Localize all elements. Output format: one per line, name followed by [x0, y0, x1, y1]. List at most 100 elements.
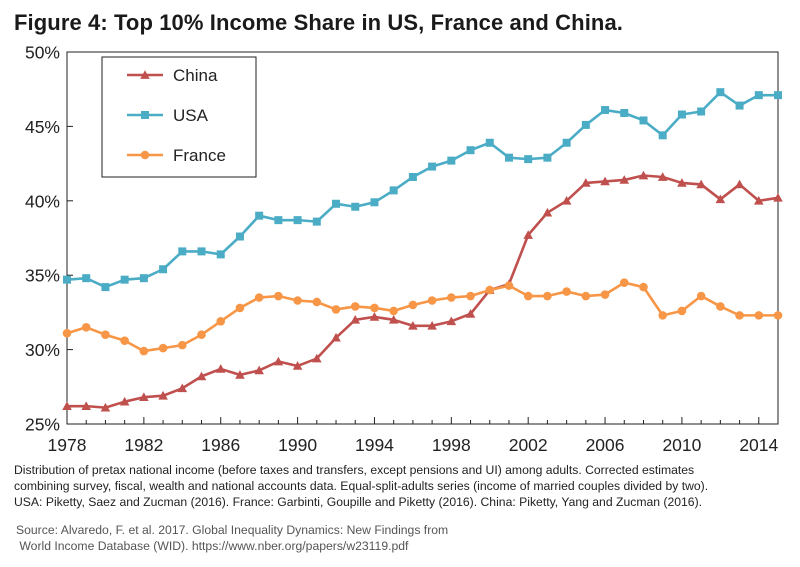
- data-point-china: [388, 315, 399, 324]
- y-tick-label: 50%: [25, 43, 60, 63]
- x-tick-label: 1978: [48, 435, 87, 455]
- caption-line: combining survey, fiscal, wealth and nat…: [14, 479, 709, 493]
- data-point-france: [696, 291, 706, 301]
- data-point-china: [715, 194, 726, 204]
- data-point-china: [753, 196, 764, 205]
- y-tick-label: 35%: [25, 266, 60, 286]
- x-tick-label: 1990: [278, 435, 317, 455]
- data-point-france: [81, 322, 91, 332]
- data-point-usa: [428, 162, 437, 171]
- data-point-france: [427, 296, 437, 305]
- figure-title: Figure 4: Top 10% Income Share in US, Fr…: [14, 10, 623, 35]
- data-point-usa: [274, 216, 283, 225]
- data-point-usa: [658, 131, 667, 140]
- data-point-china: [369, 312, 380, 321]
- data-point-france: [197, 330, 206, 340]
- data-point-usa: [677, 110, 686, 119]
- data-point-usa: [255, 211, 264, 220]
- data-point-usa: [351, 202, 360, 211]
- source-line: World Income Database (WID). https://www…: [16, 539, 409, 553]
- data-point-china: [523, 230, 533, 239]
- data-point-france: [523, 291, 533, 301]
- data-point-france: [101, 330, 110, 340]
- data-point-china: [408, 320, 418, 330]
- x-tick-label: 1994: [355, 435, 394, 455]
- data-point-usa: [178, 247, 187, 256]
- data-point-france: [389, 306, 398, 316]
- data-point-france: [485, 285, 495, 295]
- legend: China USA France: [101, 56, 257, 178]
- x-tick-label: 1982: [124, 435, 163, 455]
- y-tick-label: 45%: [25, 117, 60, 137]
- data-point-france: [139, 346, 149, 356]
- x-tick-label: 2014: [739, 435, 778, 455]
- x-tick-label: 1986: [201, 435, 240, 455]
- data-point-china: [677, 178, 687, 187]
- data-point-usa: [620, 109, 629, 118]
- data-point-china: [196, 371, 207, 381]
- data-point-china: [734, 179, 745, 189]
- data-point-china: [619, 175, 630, 184]
- data-point-china: [273, 356, 284, 366]
- data-point-france: [562, 287, 571, 296]
- data-point-usa: [82, 274, 91, 283]
- data-point-china: [254, 365, 264, 375]
- data-point-france: [600, 290, 610, 299]
- data-point-china: [177, 383, 188, 393]
- y-tick-label: 40%: [25, 191, 60, 211]
- legend-label-china: China: [173, 66, 218, 85]
- data-point-china: [657, 172, 668, 181]
- data-point-france: [543, 291, 552, 301]
- data-point-usa: [639, 116, 648, 125]
- legend-label-france: France: [173, 146, 226, 165]
- data-point-france: [639, 282, 648, 292]
- data-point-china: [292, 361, 303, 370]
- data-point-china: [600, 176, 610, 186]
- data-point-usa: [120, 275, 129, 284]
- data-point-china: [312, 353, 322, 363]
- data-point-usa: [697, 107, 706, 116]
- data-point-usa: [389, 186, 398, 195]
- legend-marker-usa: [141, 111, 149, 119]
- legend-marker-china: [140, 70, 150, 79]
- caption-line: USA: Piketty, Saez and Zucman (2016). Fr…: [14, 495, 703, 509]
- data-point-china: [119, 396, 130, 406]
- data-point-usa: [543, 153, 552, 162]
- data-point-france: [581, 291, 591, 301]
- data-point-usa: [466, 146, 475, 155]
- data-point-usa: [312, 217, 321, 226]
- y-tick-label: 25%: [25, 415, 60, 435]
- data-point-france: [773, 311, 783, 320]
- data-point-france: [216, 317, 226, 326]
- plot-frame: [66, 51, 779, 425]
- data-point-china: [331, 332, 341, 342]
- data-point-china: [465, 309, 476, 318]
- data-point-usa: [408, 172, 417, 181]
- data-point-usa: [716, 88, 725, 97]
- data-point-china: [100, 402, 111, 412]
- data-point-usa: [293, 216, 302, 225]
- data-point-usa: [235, 232, 244, 241]
- x-tick-label: 2010: [662, 435, 701, 455]
- y-axis: 25% 30% 35% 40% 45% 50%: [25, 43, 73, 435]
- line-chart: 25%30%35%40%45%50% 1978 1982 1986 1990 1994 1…: [25, 43, 783, 455]
- figure-source: Source: Alvaredo, F. et al. 2017. Global…: [16, 522, 616, 554]
- data-point-france: [658, 311, 668, 320]
- caption-line: Distribution of pretax national income (…: [14, 463, 695, 477]
- data-point-usa: [754, 91, 763, 100]
- data-point-usa: [735, 101, 744, 110]
- data-point-china: [235, 370, 245, 379]
- data-point-china: [81, 401, 92, 410]
- data-point-usa: [159, 265, 168, 274]
- data-point-usa: [774, 91, 782, 100]
- data-point-france: [62, 328, 72, 338]
- data-point-france: [677, 306, 687, 316]
- data-point-france: [350, 302, 360, 311]
- data-point-france: [312, 297, 322, 307]
- data-point-usa: [485, 138, 494, 147]
- data-point-usa: [197, 247, 206, 256]
- legend-marker-france: [140, 150, 150, 160]
- data-point-usa: [562, 138, 571, 147]
- data-point-france: [235, 303, 245, 313]
- data-point-france: [504, 281, 514, 290]
